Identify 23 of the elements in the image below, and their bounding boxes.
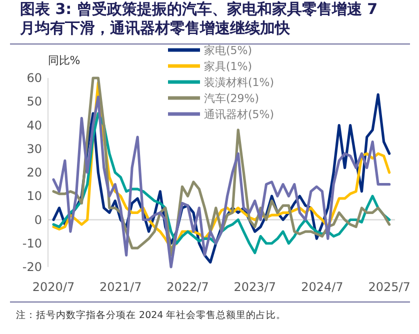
y-tick-label: 30 <box>26 142 42 156</box>
legend-label: 通讯器材(5%) <box>204 108 274 121</box>
text: 注：括号内数字指各分项在 2024 年社会零售总额里的占比。 <box>16 309 286 321</box>
x-tick-label: 2024/7 <box>301 280 344 294</box>
legend-label: 家电(5%) <box>204 44 252 57</box>
x-tick-label: 2025/7 <box>368 280 410 294</box>
y-tick-label: 40 <box>26 118 42 132</box>
y-tick-label: -10 <box>22 236 42 250</box>
x-tick-label: 2022/7 <box>166 280 209 294</box>
x-tick-label: 2021/7 <box>100 280 142 294</box>
legend-label: 装潢材料(1%) <box>204 76 274 89</box>
y-tick-label: 60 <box>26 71 42 85</box>
y-tick-label: 50 <box>26 94 42 109</box>
x-tick-label: 2023/7 <box>234 280 276 294</box>
legend-label: 汽车(29%) <box>204 92 260 105</box>
x-tick-label: 2020/7 <box>32 280 75 294</box>
y-tick-label: -20 <box>22 260 42 274</box>
y-axis-title: 同比% <box>48 54 80 67</box>
chart-title: 图表 3: 曾受政策提振的汽车、家电和家具零售增速 7 月均有下滑，通讯器材零售增速继续加快 <box>19 0 378 37</box>
y-tick-label: 10 <box>26 189 42 204</box>
y-tick-label: 20 <box>26 166 42 180</box>
legend-label: 家具(1%) <box>204 60 252 73</box>
y-tick-label: 0 <box>34 212 42 227</box>
